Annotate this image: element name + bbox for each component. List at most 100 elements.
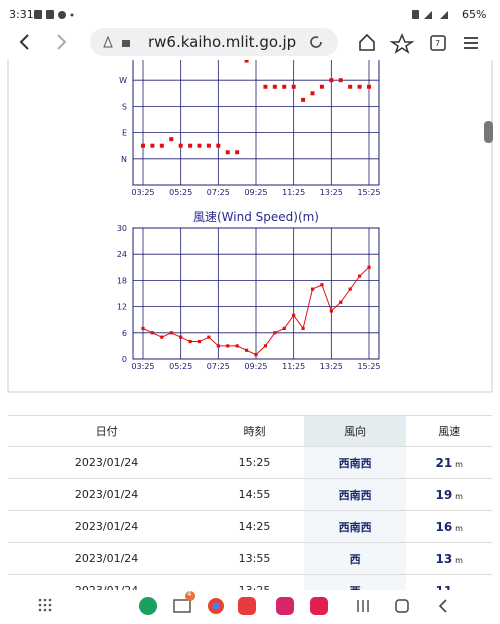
time-cell: 14:55 (205, 478, 304, 511)
speed-value: 16 (435, 519, 453, 534)
x-tick-label: 05:25 (169, 188, 192, 197)
point (188, 339, 192, 344)
point (339, 300, 343, 304)
date-cell: 2023/01/24 (8, 478, 206, 511)
speed-value: 13 (435, 551, 453, 566)
nav-bar: 4 (0, 590, 500, 624)
table-row: 2023/01/24 15:25 西南西 21 m (8, 446, 492, 479)
clock: 3:31 (9, 8, 34, 21)
url: rw6.kaiho.mlit.go.jp (148, 33, 297, 51)
point (244, 348, 249, 352)
point (226, 344, 230, 348)
nav-icons[interactable] (0, 590, 500, 624)
speed-cell: 21 m (406, 446, 492, 479)
y-tick-label: 6 (122, 329, 127, 338)
point (169, 137, 174, 142)
point (272, 84, 277, 89)
point (329, 309, 333, 313)
speed-unit: m (455, 555, 463, 565)
direction-cell: 西 (303, 542, 407, 575)
time-cell: 15:25 (205, 446, 304, 479)
y-tick-label: 30 (117, 224, 127, 233)
reload[interactable] (308, 34, 324, 50)
chart-title: 風速(Wind Speed)(m) (193, 210, 319, 224)
x-tick-label: 03:25 (131, 362, 154, 371)
date-cell: 2023/01/24 (8, 510, 206, 543)
charts: N E S W 03:25 05:25 07:25 09:25 11:25 13:25 15:25 風… (7, 0, 493, 393)
speed-cell: 13 m (406, 542, 492, 575)
time-cell: 13:55 (205, 542, 304, 575)
speed-unit: m (455, 491, 463, 501)
y-tick-label: N (121, 155, 127, 164)
point (263, 344, 268, 348)
x-tick-label: 07:25 (207, 362, 230, 371)
nav-arrows[interactable] (16, 32, 76, 52)
x-tick-label: 03:25 (131, 188, 154, 197)
status-icons (34, 10, 74, 19)
speed-cell: 16 m (406, 510, 492, 543)
url-box[interactable]: rw6.kaiho.mlit.go.jp (90, 28, 338, 56)
header-row: 日付 時刻 風向 風速 (8, 415, 492, 447)
point (273, 331, 277, 335)
toolbar-icons[interactable] (356, 32, 486, 54)
point (160, 335, 164, 339)
chart-card (7, 0, 493, 393)
date-cell: 2023/01/24 (8, 542, 206, 575)
direction-cell: 西南西 (303, 446, 407, 479)
url-icons (103, 35, 130, 48)
header-cell: 日付 (8, 415, 206, 447)
point (141, 326, 145, 331)
header-cell: 時刻 (205, 415, 304, 447)
point (178, 143, 183, 148)
mail-badge: 4 (187, 590, 192, 598)
time-cell: 14:25 (205, 510, 304, 543)
speed-cell: 19 m (406, 478, 492, 511)
y-tick-label: E (122, 129, 127, 138)
point (282, 84, 287, 89)
scroll-handle[interactable] (484, 121, 493, 143)
x-tick-label: 13:25 (320, 362, 343, 371)
y-tick-label: 24 (117, 250, 127, 259)
point (197, 143, 202, 148)
point (367, 84, 371, 89)
x-tick-label: 11:25 (282, 362, 305, 371)
header-cell: 風速 (406, 415, 492, 447)
tab-count: 7 (435, 39, 441, 48)
point (254, 353, 258, 357)
x-tick-label: 09:25 (244, 188, 267, 197)
point (348, 84, 353, 89)
point (319, 84, 324, 89)
y-tick-label: S (122, 102, 127, 111)
y-tick-label: 12 (117, 303, 127, 312)
table-row: 2023/01/24 14:25 西南西 16 m (8, 510, 492, 543)
y-tick-label: 18 (117, 276, 127, 285)
signal-icons (412, 10, 448, 19)
point (150, 143, 155, 148)
point (150, 331, 155, 335)
point (310, 287, 315, 291)
table-row: 2023/01/24 13:55 西 13 m (8, 542, 492, 575)
point (292, 313, 296, 317)
point (357, 274, 362, 278)
x-tick-label: 15:25 (357, 188, 380, 197)
x-tick-label: 07:25 (207, 188, 230, 197)
point (301, 326, 305, 331)
data-table: 日付 時刻 風向 風速 2023/01/24 15:25 西南西 21 m 2023/01/24 1… (8, 415, 492, 606)
battery: 65% (462, 8, 487, 21)
point (225, 150, 230, 155)
point (338, 78, 343, 83)
point (206, 143, 211, 148)
point (207, 335, 211, 339)
speed-unit: m (455, 459, 463, 469)
speed-value: 19 (435, 487, 453, 502)
point (179, 335, 183, 339)
point (244, 58, 249, 63)
point (159, 143, 164, 148)
point (188, 143, 193, 148)
date-cell: 2023/01/24 (8, 446, 206, 479)
speed-value: 21 (435, 455, 453, 470)
point (216, 344, 220, 348)
point (301, 97, 306, 102)
